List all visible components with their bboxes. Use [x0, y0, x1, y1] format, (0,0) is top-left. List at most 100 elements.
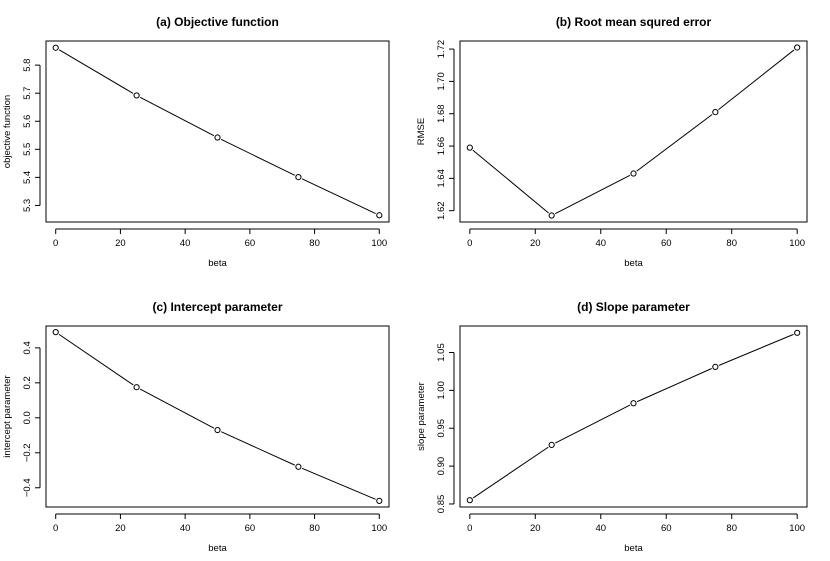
x-tick-label: 60 [245, 523, 256, 534]
chart-title: (a) Objective function [156, 15, 279, 29]
data-point [376, 212, 383, 219]
y-tick-label: 1.66 [436, 137, 447, 156]
series-line-segment [472, 149, 549, 214]
data-point [466, 497, 473, 504]
x-tick-label: 0 [53, 523, 58, 534]
y-tick-label: 0.2 [22, 376, 33, 389]
y-tick-label: 0.85 [436, 495, 447, 514]
y-axis-title: intercept parameter [2, 375, 13, 457]
x-tick-label: 100 [371, 523, 387, 534]
series-line-segment [58, 333, 134, 386]
x-tick-label: 40 [595, 238, 606, 249]
x-tick-label: 80 [726, 238, 737, 249]
series-line-segment [139, 96, 215, 137]
y-tick-label: 1.00 [436, 381, 447, 400]
plot-frame [459, 325, 808, 508]
x-tick-label: 60 [661, 238, 672, 249]
x-tick-label: 80 [309, 238, 320, 249]
series-line-segment [301, 178, 376, 215]
data-point [548, 441, 555, 448]
data-point [794, 329, 801, 336]
data-point [52, 329, 59, 336]
x-tick-label: 20 [115, 523, 126, 534]
x-tick-label: 60 [661, 523, 672, 534]
plot-frame [45, 325, 390, 508]
data-point [133, 384, 140, 391]
y-axis-title: slope parameter [416, 382, 427, 451]
data-point [214, 426, 221, 434]
series-line-segment [472, 446, 549, 499]
y-tick-label: 5.3 [22, 199, 33, 212]
x-axis-title: beta [624, 543, 643, 554]
y-tick-label: 5.4 [22, 171, 33, 184]
y-tick-label: 5.8 [22, 59, 33, 72]
chart-title: (d) Slope parameter [577, 300, 690, 314]
data-point [295, 174, 302, 181]
series-line-segment [718, 49, 795, 111]
x-tick-label: 40 [595, 523, 606, 534]
chart-panel-0: (a) Objective function 0 20 40 60 80 100 beta 5.… [2, 15, 390, 269]
y-tick-label: 1.62 [436, 201, 447, 220]
x-tick-label: 0 [53, 238, 58, 249]
series-line-segment [554, 404, 631, 444]
y-tick-label: 5.7 [22, 87, 33, 100]
x-tick-label: 40 [180, 523, 191, 534]
series-line-segment [139, 388, 215, 429]
chart-title: (b) Root mean squred error [556, 15, 712, 29]
chart-panel-3: (d) Slope parameter 0 20 40 60 80 100 beta 0.85 0… [416, 300, 808, 554]
y-axis-title: RMSE [416, 118, 427, 145]
chart-panel-2: (c) Intercept parameter 0 20 40 60 80 100 beta −… [2, 300, 390, 554]
x-axis-title: beta [208, 258, 227, 269]
x-axis-title: beta [208, 543, 227, 554]
data-point [630, 400, 637, 407]
x-tick-label: 80 [726, 523, 737, 534]
x-tick-label: 20 [530, 523, 541, 534]
x-tick-label: 20 [115, 238, 126, 249]
chart-title: (c) Intercept parameter [152, 300, 282, 314]
data-point [52, 44, 59, 51]
series-line-segment [636, 368, 712, 403]
y-tick-label: 5.6 [22, 115, 33, 128]
y-tick-label: 1.64 [436, 169, 447, 188]
x-tick-label: 0 [467, 523, 472, 534]
series-line-segment [220, 138, 296, 176]
data-point [466, 144, 473, 151]
plot-frame [45, 40, 390, 223]
x-tick-label: 100 [371, 238, 387, 249]
x-tick-label: 0 [467, 238, 472, 249]
y-tick-label: −0.4 [22, 478, 33, 497]
x-tick-label: 20 [530, 238, 541, 249]
x-tick-label: 40 [180, 238, 191, 249]
series-line-segment [636, 114, 713, 172]
x-tick-label: 100 [789, 238, 805, 249]
x-axis-title: beta [624, 258, 643, 269]
x-tick-label: 100 [789, 523, 805, 534]
series-line-segment [220, 431, 295, 466]
data-point [295, 463, 302, 470]
data-point [214, 134, 221, 141]
y-axis-title: objective function [2, 95, 13, 168]
data-point [133, 92, 140, 99]
y-tick-label: 0.4 [22, 341, 33, 354]
data-point [548, 212, 555, 219]
y-tick-label: 1.70 [436, 72, 447, 91]
data-point [712, 363, 719, 370]
series-line-segment [58, 49, 134, 94]
series-line-segment [554, 174, 631, 215]
y-tick-label: 1.05 [436, 343, 447, 362]
chart-panel-1: (b) Root mean squred error 0 20 40 60 80 100 be… [416, 15, 808, 269]
y-tick-label: 5.5 [22, 143, 33, 156]
y-tick-label: 1.72 [436, 40, 447, 59]
y-tick-label: 0.90 [436, 457, 447, 476]
series-line-segment [718, 333, 794, 366]
plot-frame [459, 40, 808, 223]
series-line-segment [301, 467, 376, 500]
y-tick-label: 1.68 [436, 104, 447, 123]
data-point [376, 497, 383, 504]
x-tick-label: 60 [245, 238, 256, 249]
data-point [630, 170, 637, 177]
data-point [712, 109, 719, 116]
y-tick-label: 0.95 [436, 419, 447, 438]
data-point [794, 44, 801, 51]
